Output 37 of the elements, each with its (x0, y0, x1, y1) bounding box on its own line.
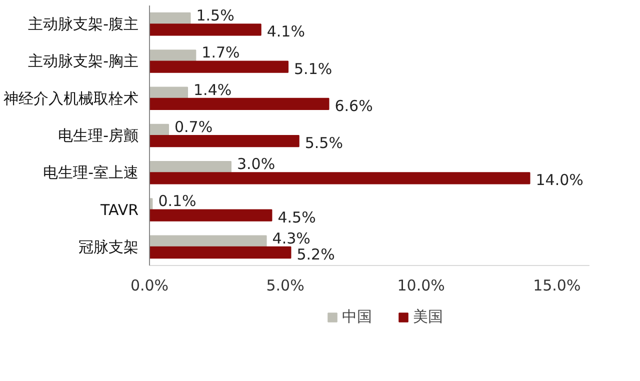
bar (150, 135, 300, 148)
bar (150, 209, 272, 222)
data-label: 6.6% (334, 96, 373, 115)
bar (150, 235, 267, 248)
y-tick-label: 电生理-室上速 (43, 164, 139, 182)
x-tick-label: 10.0% (397, 276, 445, 294)
data-label: 14.0% (536, 171, 584, 190)
y-tick-label: TAVR (100, 200, 138, 219)
bar (150, 172, 530, 184)
x-tick-label: 0.0% (130, 276, 169, 294)
legend-label: 美国 (413, 308, 443, 326)
bar (150, 24, 262, 36)
data-label: 1.7% (202, 44, 240, 62)
y-tick-label: 电生理-房颤 (58, 126, 139, 144)
legend-label: 中国 (342, 308, 372, 326)
y-tick-label: 神经介入机械取栓术 (4, 89, 138, 108)
data-label: 1.4% (194, 80, 232, 99)
x-tick-label: 5.0% (266, 276, 304, 294)
y-tick-label: 主动脉支架-腹主 (28, 15, 139, 34)
data-label: 5.5% (304, 134, 343, 152)
data-label: 4.5% (278, 208, 316, 226)
data-label: 4.3% (272, 229, 310, 248)
y-tick-label: 冠脉支架 (78, 238, 138, 256)
data-label: 3.0% (236, 155, 276, 174)
bar (150, 98, 330, 110)
bar (150, 86, 188, 99)
data-label: 1.5% (196, 6, 234, 24)
bar (150, 60, 289, 73)
bar (150, 246, 292, 259)
data-label: 0.1% (158, 192, 196, 210)
data-label: 5.2% (296, 246, 335, 264)
bar (150, 161, 232, 174)
data-label: 5.1% (294, 60, 332, 78)
data-label: 0.7% (174, 118, 213, 136)
data-label: 4.1% (266, 22, 305, 41)
x-tick-label: 15.0% (533, 276, 581, 294)
y-tick-label: 主动脉支架-胸主 (28, 52, 139, 70)
